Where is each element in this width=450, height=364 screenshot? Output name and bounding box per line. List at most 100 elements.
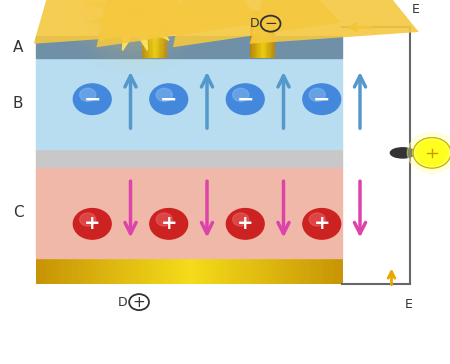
Bar (267, 36, 269, 58)
Circle shape (233, 88, 249, 101)
Bar (163, 258, 167, 284)
Circle shape (233, 213, 249, 226)
Bar (44, 258, 47, 284)
Bar (92, 258, 95, 284)
Bar (67, 258, 70, 284)
Bar (145, 36, 147, 58)
Bar (164, 11, 166, 36)
Circle shape (416, 140, 448, 166)
Bar (153, 258, 157, 284)
Text: −: − (237, 89, 254, 109)
Bar (316, 258, 320, 284)
Text: A: A (13, 40, 23, 55)
Circle shape (94, 0, 176, 46)
Bar (265, 11, 266, 36)
Bar (263, 11, 265, 36)
Bar (258, 258, 261, 284)
Bar (79, 258, 83, 284)
Bar (271, 11, 272, 36)
Bar (260, 11, 261, 36)
Bar (253, 11, 255, 36)
Bar (299, 258, 302, 284)
Circle shape (80, 213, 96, 226)
Bar (162, 11, 163, 36)
Bar (257, 36, 259, 58)
Circle shape (309, 88, 325, 101)
Bar (258, 11, 260, 36)
Bar (152, 11, 153, 36)
Bar (251, 11, 253, 36)
Bar (174, 258, 177, 284)
Bar (270, 11, 271, 36)
Bar (329, 258, 333, 284)
Bar (164, 36, 166, 58)
Bar (162, 36, 163, 58)
Bar (268, 258, 271, 284)
Bar (225, 258, 228, 284)
Bar (125, 258, 129, 284)
Circle shape (106, 0, 164, 36)
Bar (135, 258, 139, 284)
Bar (204, 258, 208, 284)
Bar (150, 11, 152, 36)
Bar (149, 36, 151, 58)
Bar (268, 11, 270, 36)
Circle shape (226, 209, 264, 239)
Bar (194, 258, 198, 284)
Circle shape (119, 0, 151, 25)
Bar (227, 258, 231, 284)
Bar (288, 258, 292, 284)
Bar (306, 258, 310, 284)
Bar (181, 258, 185, 284)
Bar (160, 11, 162, 36)
Bar (102, 258, 106, 284)
Circle shape (100, 0, 170, 41)
Bar (151, 258, 154, 284)
Circle shape (108, 0, 162, 35)
Circle shape (407, 133, 450, 173)
Bar (220, 258, 223, 284)
Bar (169, 258, 172, 284)
Circle shape (150, 209, 188, 239)
Text: D: D (250, 17, 259, 30)
Polygon shape (163, 3, 182, 9)
Bar (263, 36, 265, 58)
Bar (332, 258, 335, 284)
Circle shape (80, 88, 96, 101)
Bar (262, 36, 264, 58)
Bar (271, 36, 272, 58)
Bar (120, 258, 124, 284)
Bar (41, 258, 45, 284)
Bar (250, 36, 252, 58)
Circle shape (73, 209, 111, 239)
Bar (154, 36, 156, 58)
Bar (148, 36, 149, 58)
Bar (117, 258, 121, 284)
Bar (144, 11, 146, 36)
Bar (261, 11, 263, 36)
Bar (97, 258, 101, 284)
Bar (144, 36, 146, 58)
Bar (51, 258, 55, 284)
Bar (105, 258, 108, 284)
Bar (112, 258, 116, 284)
Text: +: + (133, 294, 145, 310)
Bar (265, 36, 266, 58)
Bar (36, 58, 342, 149)
Text: +: + (314, 214, 330, 233)
Bar (128, 258, 131, 284)
Bar (147, 11, 149, 36)
Bar (253, 36, 255, 58)
Ellipse shape (391, 148, 415, 158)
Bar (123, 258, 126, 284)
Bar (186, 258, 190, 284)
Bar (148, 258, 152, 284)
Bar (154, 11, 156, 36)
Bar (215, 258, 218, 284)
Polygon shape (122, 36, 131, 51)
Bar (179, 258, 182, 284)
Bar (163, 11, 165, 36)
Bar (149, 11, 151, 36)
Bar (82, 258, 86, 284)
Bar (212, 258, 216, 284)
